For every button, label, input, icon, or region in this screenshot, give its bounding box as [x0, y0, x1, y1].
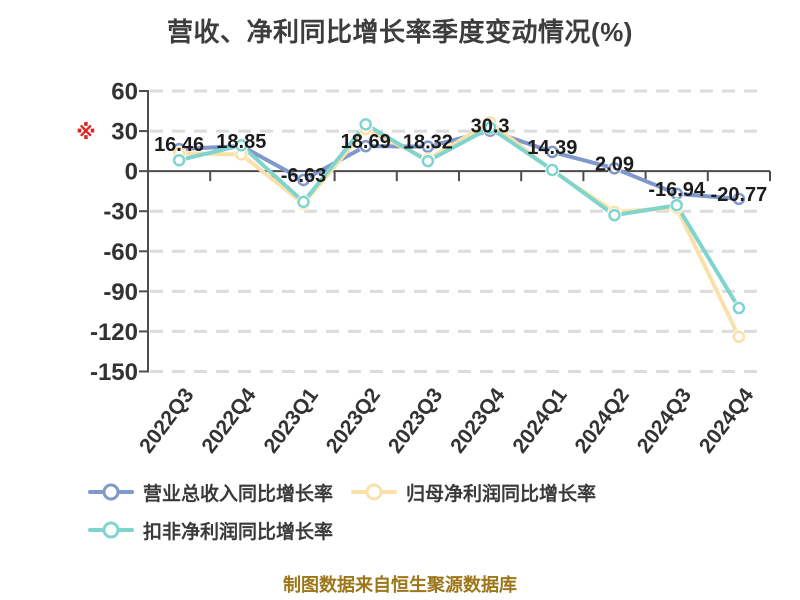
data-point-marker-deducted-net-profit-yoy-growth	[235, 139, 248, 152]
x-tick-label: 2023Q2	[322, 384, 385, 458]
data-point-label: 18.85	[216, 131, 266, 153]
data-point-marker-revenue-yoy-growth	[546, 145, 559, 159]
x-tick-label: 2023Q4	[446, 384, 510, 458]
data-point-marker-deducted-net-profit-yoy-growth	[172, 153, 186, 167]
data-point-label: 30.3	[471, 116, 510, 138]
x-tick-label: 2023Q1	[260, 384, 324, 458]
data-point-label: 18.69	[341, 131, 391, 153]
data-point-label: -16.94	[648, 179, 706, 201]
x-tick-label: 2024Q2	[571, 384, 634, 458]
data-point-marker-deducted-net-profit-yoy-growth	[297, 195, 310, 209]
data-point-marker-revenue-yoy-growth	[421, 140, 435, 153]
data-point-marker-deducted-net-profit-yoy-growth	[359, 118, 372, 131]
data-source-caption: 制图数据来自恒生聚源数据库	[283, 575, 517, 595]
legend-line-circle-icon	[88, 520, 134, 540]
legend-label: 归母净利润同比增长率	[406, 483, 597, 505]
x-tick-label: 2022Q4	[197, 384, 261, 458]
data-point-label: 16.46	[154, 134, 204, 156]
legend-item-parent-net-profit-growth[interactable]: 归母净利润同比增长率	[351, 479, 596, 505]
series-line-parent-net-profit-yoy-growth	[177, 120, 741, 339]
series-line-deducted-net-profit-yoy-growth	[177, 122, 741, 311]
legend-line-circle-icon	[351, 482, 397, 502]
chart-title: 营收、净利同比增长率季度变动情况(%)	[167, 17, 633, 47]
data-point-label: 18.32	[403, 132, 453, 154]
growth-line-chart: 60300-30-60-90-120-150※2022Q32022Q42023Q…	[76, 79, 771, 458]
data-point-marker-revenue-yoy-growth	[608, 162, 621, 175]
data-point-marker-revenue-yoy-growth	[297, 173, 310, 187]
legend-label: 营业总收入同比增长率	[143, 483, 334, 505]
data-point-marker-deducted-net-profit-yoy-growth	[546, 163, 559, 177]
x-tick-label: 2024Q1	[508, 384, 572, 458]
data-point-label: 14.39	[527, 137, 577, 159]
y-tick-label: -150	[90, 359, 138, 386]
x-tick-label: 2022Q3	[135, 384, 198, 458]
legend-item-deducted-net-profit-growth[interactable]: 扣非净利润同比增长率	[88, 517, 333, 543]
data-point-marker-deducted-net-profit-yoy-growth	[421, 154, 435, 168]
x-tick-label: 2024Q3	[633, 384, 696, 458]
data-point-marker-parent-net-profit-yoy-growth	[732, 330, 746, 344]
data-point-marker-deducted-net-profit-yoy-growth	[608, 208, 621, 222]
data-point-marker-revenue-yoy-growth	[732, 192, 746, 206]
y-tick-label: 30	[111, 119, 138, 146]
y-tick-label: -30	[103, 199, 138, 226]
data-point-marker-revenue-yoy-growth	[359, 139, 372, 153]
y-tick-label: 0	[125, 159, 138, 186]
x-tick-label: 2023Q3	[384, 384, 447, 458]
y-tick-label: -120	[90, 319, 138, 346]
footnote-mark: ※	[76, 122, 95, 144]
y-tick-label: 60	[111, 79, 138, 106]
legend-item-revenue-growth[interactable]: 营业总收入同比增长率	[88, 479, 333, 505]
data-point-marker-deducted-net-profit-yoy-growth	[483, 121, 497, 134]
data-point-marker-deducted-net-profit-yoy-growth	[670, 198, 683, 212]
y-tick-label: -60	[103, 239, 138, 266]
legend-label: 扣非净利润同比增长率	[143, 521, 334, 543]
legend-line-circle-icon	[88, 482, 134, 502]
data-point-label: 2.09	[595, 153, 634, 175]
data-point-label: -6.63	[281, 165, 327, 187]
data-point-label: -20.77	[711, 184, 768, 206]
x-tick-label: 2024Q4	[695, 384, 759, 458]
y-tick-label: -90	[103, 279, 138, 306]
data-point-marker-deducted-net-profit-yoy-growth	[732, 301, 746, 315]
